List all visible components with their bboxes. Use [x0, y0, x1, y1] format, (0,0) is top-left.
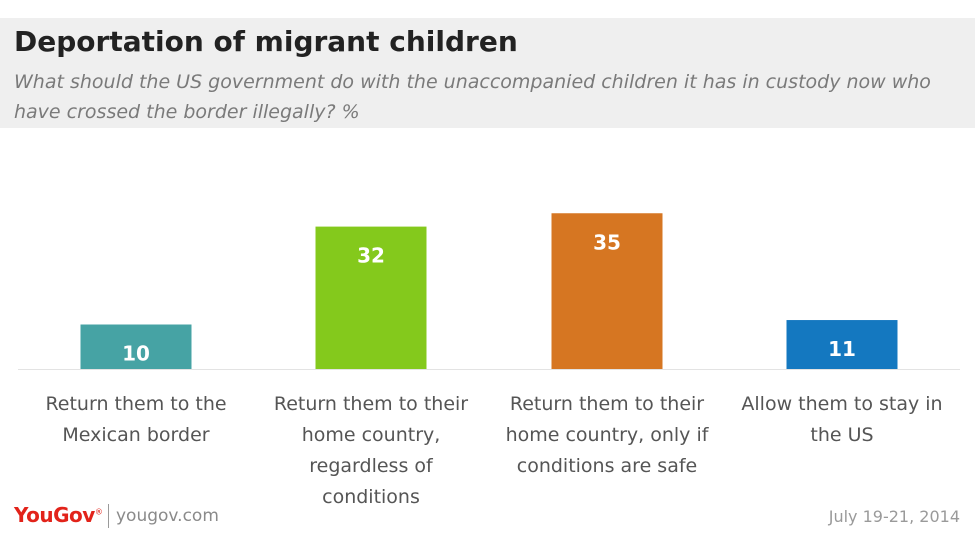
survey-date: July 19-21, 2014 [828, 507, 960, 526]
bar-value-label: 32 [357, 244, 385, 268]
category-label: Allow them to stay in [741, 393, 942, 415]
bar-4 [786, 320, 898, 369]
category-label: conditions are safe [517, 455, 697, 477]
chart-subtitle: What should the US government do with th… [14, 71, 931, 123]
category-label: home country, [302, 424, 441, 446]
bar-3 [551, 213, 663, 369]
bar-2 [315, 226, 427, 369]
category-label: Return them to their [274, 393, 468, 415]
category-label: Mexican border [62, 424, 209, 446]
category-label: home country, only if [506, 424, 710, 446]
bar-1 [80, 324, 192, 369]
category-label: Return them to their [510, 393, 704, 415]
yougov-logo: YouGov® [14, 503, 103, 527]
header-band [0, 18, 975, 128]
bar-value-label: 10 [122, 342, 150, 366]
category-label: Return them to the [45, 393, 226, 415]
category-label: the US [810, 424, 873, 446]
chart-title: Deportation of migrant children [14, 25, 518, 58]
footer-divider [108, 504, 109, 528]
category-label: regardless of [309, 455, 434, 477]
bar-value-label: 11 [828, 337, 856, 361]
category-label: conditions [322, 486, 420, 508]
bar-value-label: 35 [593, 230, 621, 254]
footer-site-link[interactable]: yougov.com [116, 506, 219, 526]
